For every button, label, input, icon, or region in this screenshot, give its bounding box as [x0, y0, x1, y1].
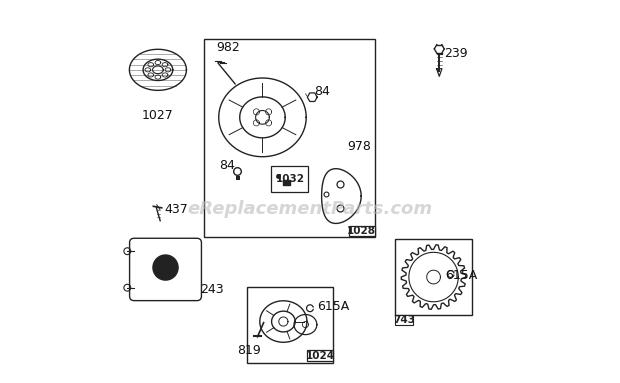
FancyBboxPatch shape [307, 350, 333, 361]
FancyBboxPatch shape [271, 166, 309, 192]
Text: 1032: 1032 [275, 174, 304, 184]
Text: 437: 437 [165, 203, 188, 216]
Text: 615A: 615A [317, 300, 349, 313]
FancyBboxPatch shape [395, 316, 414, 325]
Text: 1027: 1027 [142, 109, 174, 122]
Text: 982: 982 [216, 41, 240, 54]
Text: 1028: 1028 [347, 226, 376, 236]
FancyBboxPatch shape [349, 226, 374, 236]
Circle shape [153, 255, 178, 280]
Text: eReplacementParts.com: eReplacementParts.com [187, 200, 433, 218]
Text: 819: 819 [237, 344, 261, 357]
Text: 243: 243 [200, 283, 224, 296]
Text: 743: 743 [393, 315, 415, 326]
Text: 1024: 1024 [305, 351, 334, 361]
Text: 84: 84 [219, 159, 235, 172]
Text: 239: 239 [444, 47, 467, 61]
Text: 615A: 615A [445, 268, 477, 282]
Text: 84: 84 [314, 85, 330, 98]
Text: 978: 978 [347, 140, 371, 153]
